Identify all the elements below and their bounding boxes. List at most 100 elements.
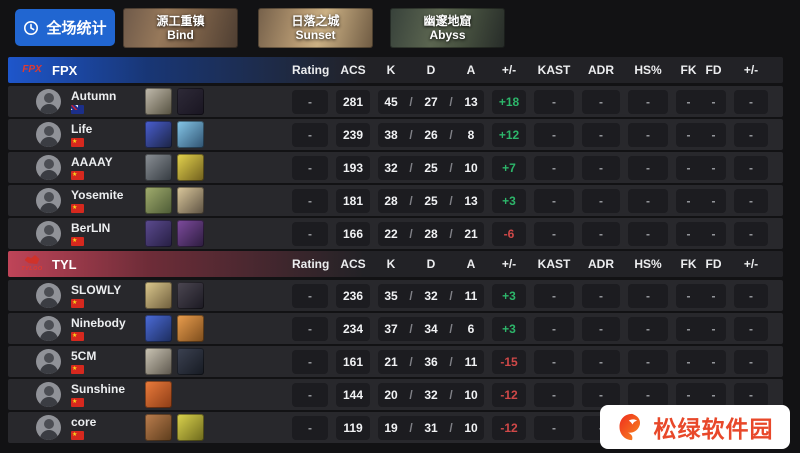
plus-minus-2-value: - [734,349,768,374]
col-kda: K/D/A [386,257,476,271]
agent-icons [145,381,172,408]
fk-fd-value: -- [676,221,726,246]
team-tag: FPX [52,62,78,78]
player-row[interactable]: Ninebody - 234 37/34/6 +3 - - - -- - [8,313,783,344]
agent-icon [145,348,172,375]
kast-value: - [534,122,574,147]
kda-value: 20/32/10 [378,382,484,407]
agent-icons [145,154,204,181]
fk-fd-value: -- [676,188,726,213]
fk-fd-value: -- [676,316,726,341]
map-tab-bind[interactable]: 源工重镇 Bind [123,8,238,48]
adr-value: - [582,122,620,147]
kda-value: 22/28/21 [378,221,484,246]
col-kast: KAST [537,63,571,77]
rating-value: - [292,89,328,114]
player-row[interactable]: SLOWLY - 236 35/32/11 +3 - - - -- - [8,280,783,311]
agent-icon [145,220,172,247]
player-avatar [36,155,61,180]
country-flag-icon [71,331,84,341]
country-flag-icon [71,137,84,147]
agent-icons [145,187,204,214]
player-name: Sunshine [71,381,126,396]
player-info: Sunshine [71,382,125,407]
col-acs: ACS [340,63,366,77]
adr-value: - [582,155,620,180]
player-row[interactable]: Life - 239 38/26/8 +12 - - - -- - [8,119,783,150]
col-acs: ACS [340,257,366,271]
plus-minus-value: +18 [492,89,526,114]
col-kast: KAST [537,257,571,271]
col-fk-fd: FK FD [680,63,722,77]
kast-value: - [534,221,574,246]
player-info: AAAAY [71,155,113,180]
hs-value: - [628,221,668,246]
player-row[interactable]: AAAAY - 193 32/25/10 +7 - - - -- - [8,152,783,183]
country-flag-icon [71,203,84,213]
map-tab-abyss[interactable]: 幽邃地窟 Abyss [390,8,505,48]
plus-minus-value: -12 [492,415,526,440]
adr-value: - [582,316,620,341]
adr-value: - [582,382,620,407]
player-avatar [36,349,61,374]
hs-value: - [628,155,668,180]
team-logo-icon: FPX [22,64,42,75]
agent-icon [145,121,172,148]
country-flag-icon [71,364,84,374]
plus-minus-value: +3 [492,283,526,308]
agent-icon [177,220,204,247]
acs-value: 144 [336,382,370,407]
agent-icon [145,414,172,441]
kda-value: 35/32/11 [378,283,484,308]
player-row[interactable]: Autumn - 281 45/27/13 +18 - - - -- - [8,86,783,117]
player-name: Autumn [71,88,117,103]
player-row[interactable]: Yosemite - 181 28/25/13 +3 - - - -- - [8,185,783,216]
player-info: Ninebody [71,316,126,341]
fk-fd-value: -- [676,382,726,407]
agent-icon [177,187,204,214]
country-flag-icon [71,430,84,440]
hs-value: - [628,349,668,374]
plus-minus-2-value: - [734,155,768,180]
adr-value: - [582,188,620,213]
country-flag-icon [71,236,84,246]
rating-value: - [292,188,328,213]
kast-value: - [534,415,574,440]
rating-value: - [292,155,328,180]
kast-value: - [534,382,574,407]
col-hs: HS% [634,257,662,271]
map-name-cn: 日落之城 [291,14,340,28]
fk-fd-value: -- [676,122,726,147]
agent-icon [177,154,204,181]
plus-minus-2-value: - [734,221,768,246]
hs-value: - [628,382,668,407]
col-plus-minus-2: +/- [743,63,759,77]
map-tab-sunset[interactable]: 日落之城 Sunset [258,8,373,48]
player-name: BerLIN [71,220,111,235]
player-row[interactable]: Sunshine - 144 20/32/10 -12 - - - -- - [8,379,783,410]
full-match-stats-button[interactable]: 全场统计 [15,9,115,46]
plus-minus-value: +7 [492,155,526,180]
player-name: AAAAY [71,154,113,169]
player-row[interactable]: 5CM - 161 21/36/11 -15 - - - -- - [8,346,783,377]
rating-value: - [292,415,328,440]
col-plus-minus: +/- [501,257,517,271]
player-name: core [71,414,97,429]
team-tag: TYL [52,256,77,272]
rating-value: - [292,122,328,147]
player-row[interactable]: BerLIN - 166 22/28/21 -6 - - - -- - [8,218,783,249]
plus-minus-2-value: - [734,89,768,114]
team-section: FPX FPX Rating ACS K/D/A +/- KAST ADR HS… [8,57,783,249]
map-name-cn: 幽邃地窟 [423,14,472,28]
watermark-logo-icon [619,413,640,441]
fk-fd-value: -- [676,89,726,114]
col-adr: ADR [588,63,614,77]
player-avatar [36,188,61,213]
player-avatar [36,382,61,407]
clock-icon [24,20,39,35]
acs-value: 161 [336,349,370,374]
player-avatar [36,221,61,246]
agent-icon [145,315,172,342]
